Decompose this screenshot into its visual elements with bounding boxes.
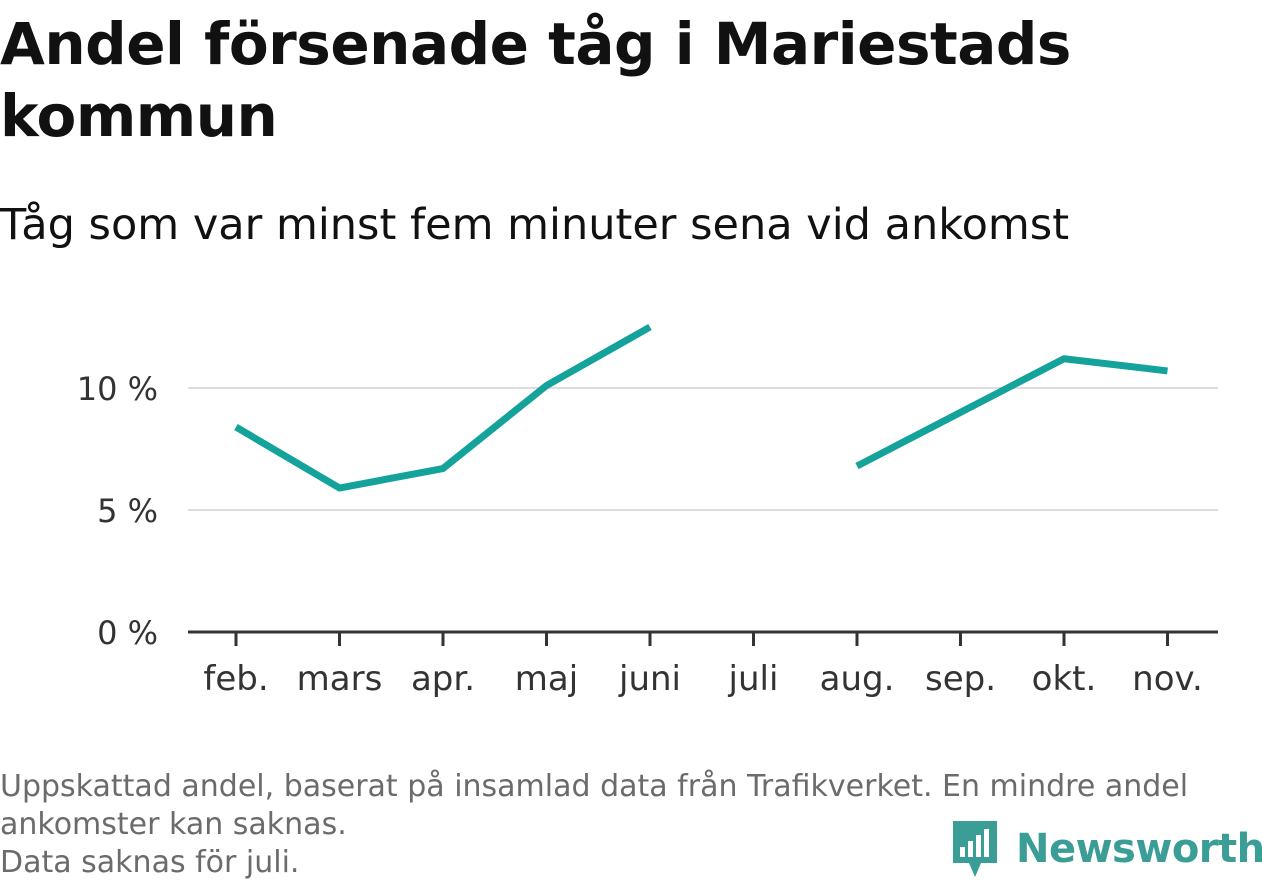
series-line [855,355,1168,470]
newsworthy-logo-icon [953,821,997,877]
series-lines [234,323,1168,492]
note-line-missing: ankomster kan saknas. [0,807,347,842]
y-tick-label: 10 % [77,370,158,408]
y-tick-label: 0 % [97,614,158,652]
brand-logo: Newsworthy [950,818,1262,880]
x-tick-label: mars [297,659,383,699]
gridlines [188,387,1218,511]
note-line-july: Data saknas för juli. [0,845,300,880]
y-tick-label: 5 % [97,492,158,530]
series-line [234,323,652,492]
x-tick-label: okt. [1032,659,1097,699]
x-tick-label: apr. [411,659,475,699]
chart-title: Andel försenade tåg i Mariestads kommun [0,10,1071,150]
note-line-source: Uppskattad andel, baserat på insamlad da… [0,769,1189,804]
x-tick-label: sep. [925,659,996,699]
chart-subtitle: Tåg som var minst fem minuter sena vid a… [0,200,1070,250]
x-tick-label: maj [515,659,578,699]
x-axis-tick-labels: feb. mars apr. maj juni juli aug. sep. okt. nov. [203,659,1202,699]
x-tick-label: juli [728,659,779,699]
x-tick-label: feb. [203,659,268,699]
x-axis [188,630,1218,646]
line-chart: 0 % 5 % 10 % feb. mars apr. maj juni juli aug. se… [77,323,1218,699]
brand-name: Newsworthy [1016,826,1262,872]
x-tick-label: nov. [1132,659,1203,699]
x-tick-label: juni [618,659,681,699]
y-axis-tick-labels: 0 % 5 % 10 % [77,370,158,652]
chart-notes: Uppskattad andel, baserat på insamlad da… [0,768,1262,882]
x-tick-label: aug. [820,659,895,699]
